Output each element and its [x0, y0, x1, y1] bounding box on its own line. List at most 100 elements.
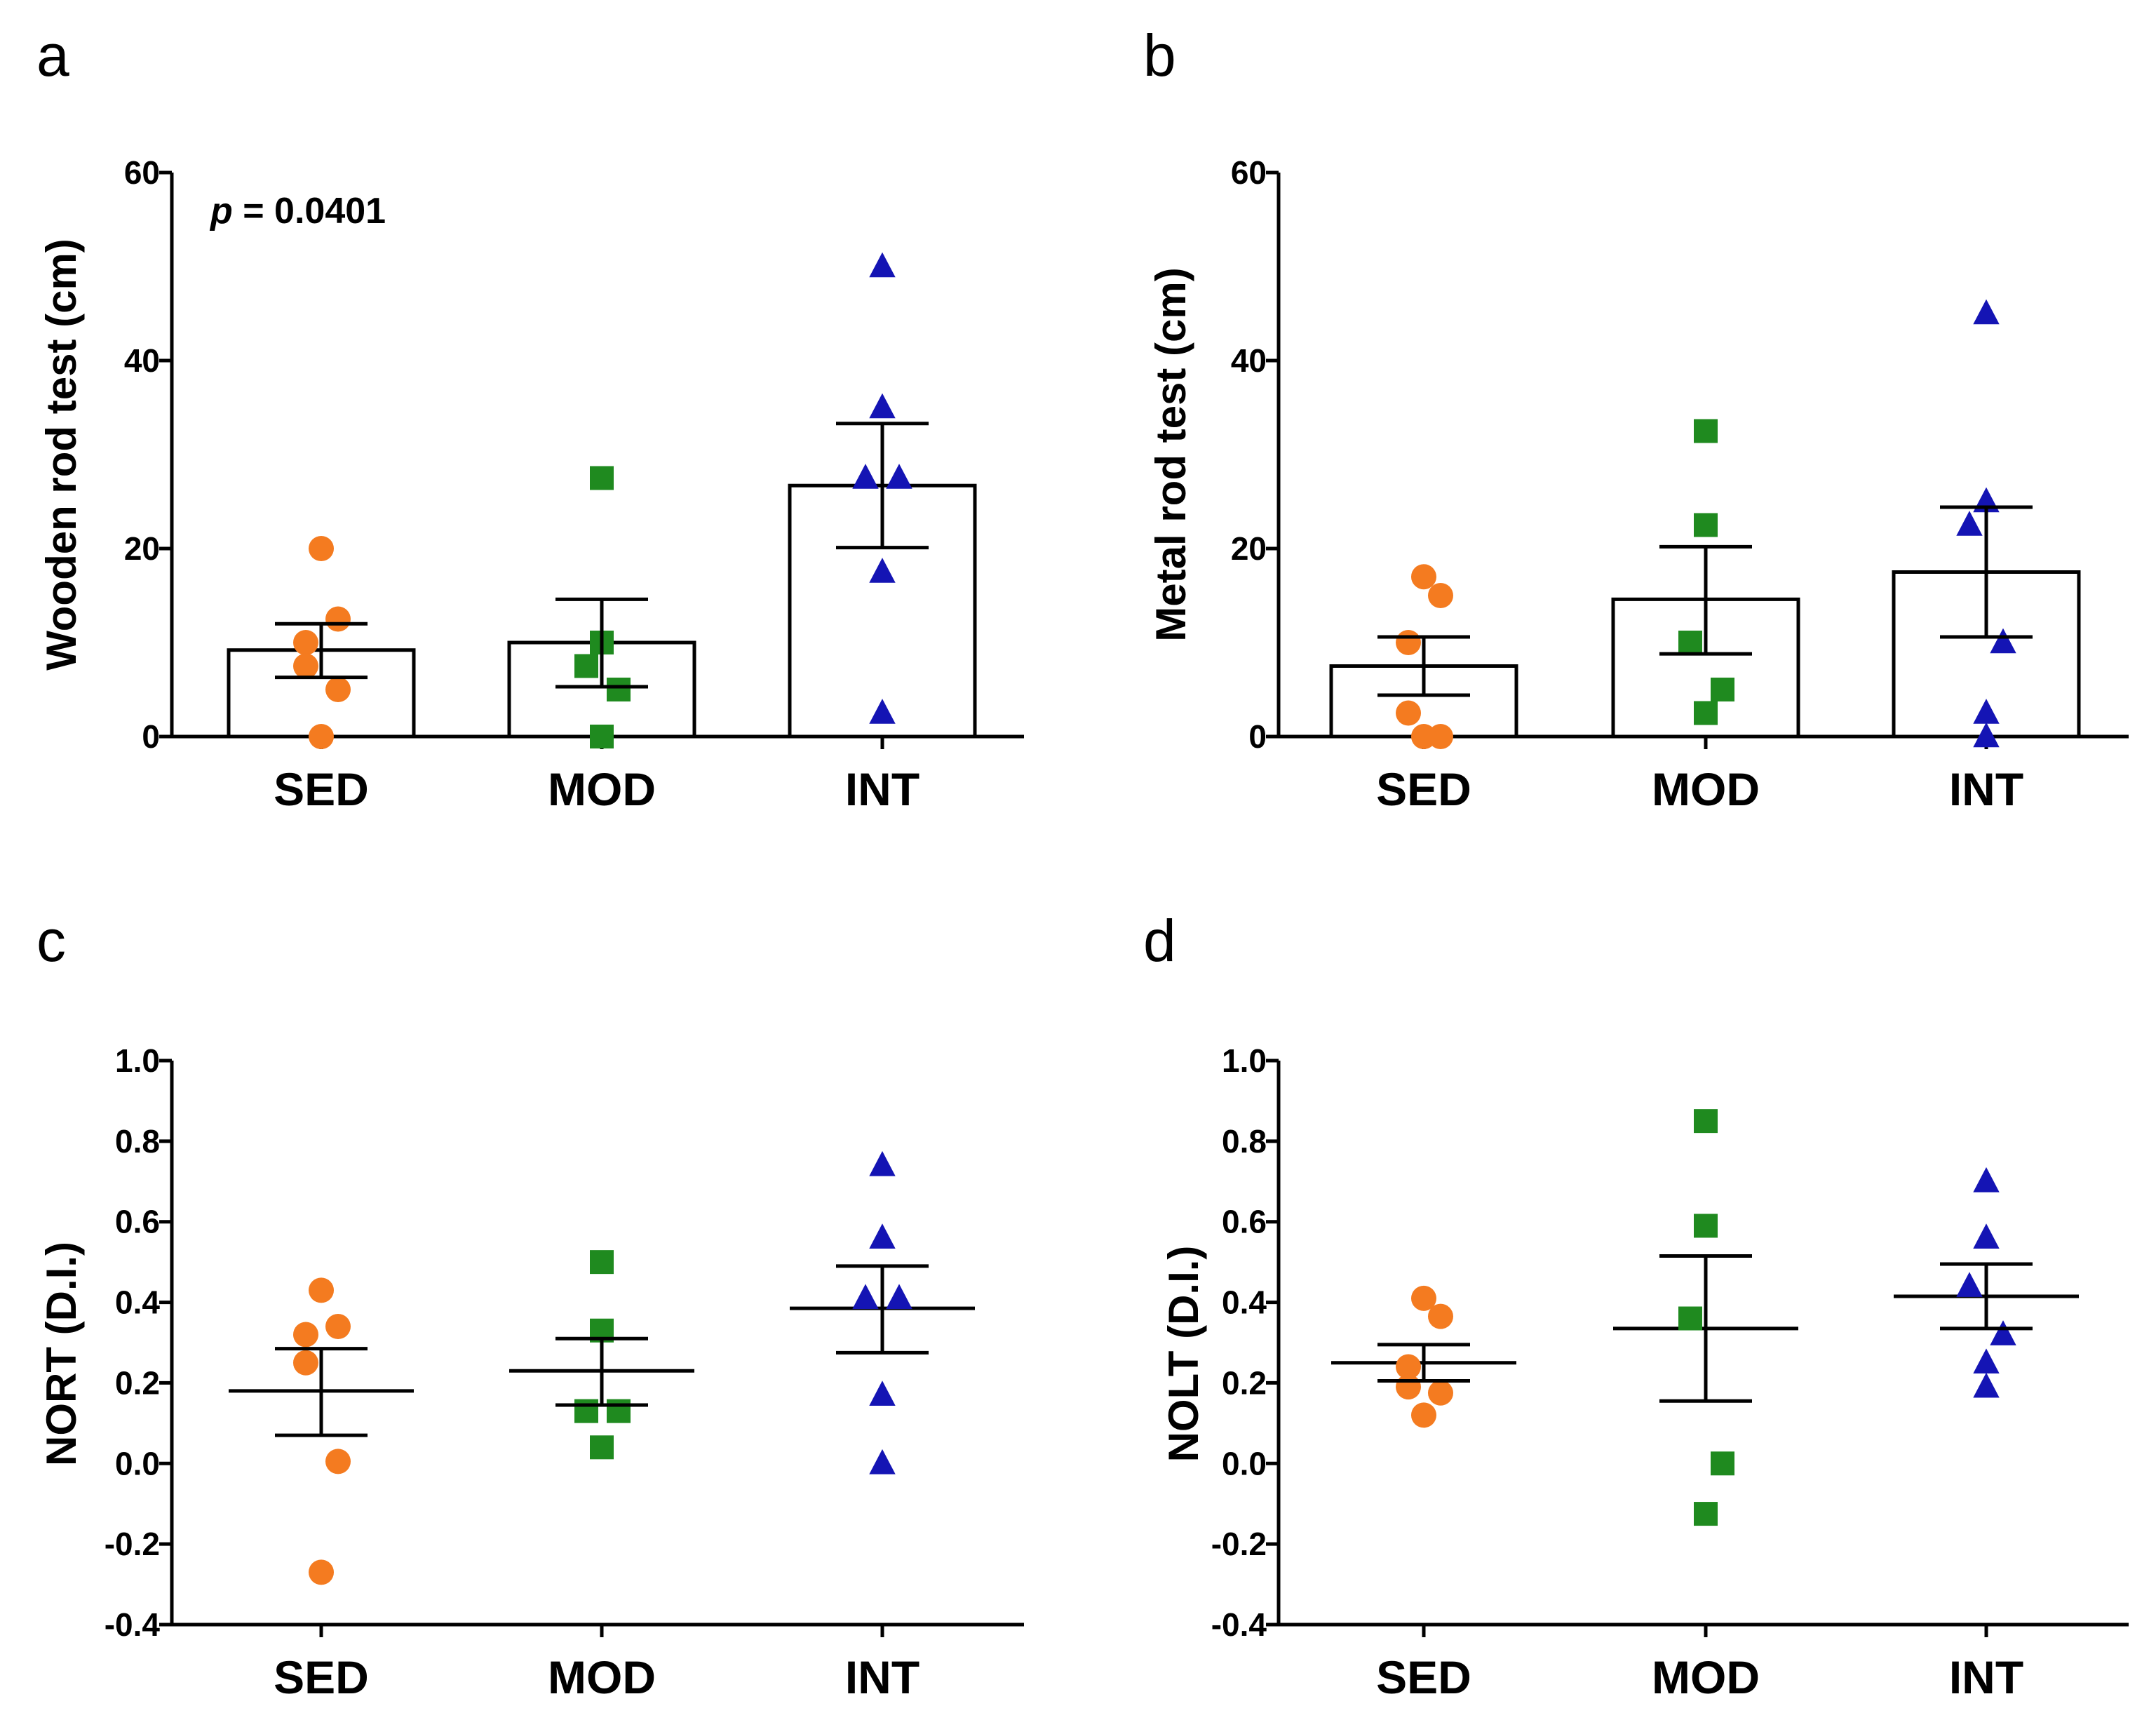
x-tick-label-sed: SED	[1376, 1651, 1471, 1703]
panel-a: a Wooden rod test (cm) p = 0.0401 0 20 40 6…	[36, 22, 1024, 815]
data-point-mod	[1694, 1214, 1718, 1238]
data-point-sed	[1428, 583, 1453, 608]
data-point-sed	[325, 1314, 351, 1340]
data-point-int	[869, 558, 896, 583]
y-axis-title-b: Metal rod test (cm)	[1147, 267, 1194, 641]
p-value-annotation: p = 0.0401	[209, 191, 386, 231]
x-tick-label-mod: MOD	[548, 763, 656, 815]
y-tick-label: 0	[142, 718, 160, 755]
data-point-mod	[1711, 1451, 1734, 1476]
data-point-sed	[1396, 630, 1421, 655]
panel-letter-d: d	[1143, 908, 1176, 974]
data-point-mod	[1694, 1502, 1718, 1526]
data-point-sed	[325, 606, 351, 632]
y-tick-label: 0.8	[1222, 1123, 1267, 1160]
data-point-mod	[590, 1250, 614, 1275]
y-tick-label: -0.4	[105, 1606, 161, 1643]
data-point-sed	[293, 1322, 318, 1348]
data-point-sed	[293, 630, 318, 655]
data-point-int	[869, 393, 896, 419]
data-point-int	[852, 464, 879, 489]
data-point-sed	[309, 1277, 334, 1303]
data-point-int	[869, 699, 896, 724]
data-point-sed	[1396, 700, 1421, 726]
y-tick-label: 0.4	[115, 1284, 160, 1321]
data-point-int	[886, 1284, 912, 1310]
y-axis-title-c: NORT (D.I.)	[38, 1242, 85, 1466]
data-point-int	[1990, 628, 2016, 654]
panel-b: b Metal rod test (cm) 0 20 40 60 SED MOD INT	[1143, 22, 2129, 815]
data-point-int	[886, 464, 912, 489]
y-tick-label: 0.0	[115, 1445, 160, 1482]
panel-d: d NOLT (D.I.) -0.4 -0.2 0.0 0.2 0.4 0.6 0.8 1.0…	[1143, 908, 2129, 1703]
y-tick-label: -0.4	[1211, 1606, 1267, 1643]
data-point-mod	[574, 654, 598, 678]
y-tick-label: 60	[124, 154, 160, 191]
y-tick-label: 1.0	[1222, 1042, 1267, 1079]
y-tick-label: 0.0	[1222, 1445, 1267, 1482]
data-point-mod	[1678, 1306, 1702, 1331]
x-tick-label-int: INT	[845, 1651, 919, 1703]
data-point-int	[869, 252, 896, 278]
x-tick-label-int: INT	[1949, 763, 2023, 815]
data-point-sed	[1396, 1374, 1421, 1400]
y-tick-label: 40	[124, 342, 160, 379]
data-point-mod	[590, 1435, 614, 1460]
data-point-mod	[607, 678, 631, 701]
y-tick-label: 60	[1231, 154, 1267, 191]
x-tick-label-mod: MOD	[1652, 763, 1760, 815]
panel-letter-c: c	[36, 908, 66, 974]
p-value: = 0.0401	[233, 191, 386, 231]
data-point-mod	[590, 725, 614, 748]
y-axis-title-d: NOLT (D.I.)	[1160, 1246, 1207, 1463]
data-point-int	[1973, 1348, 2000, 1374]
data-point-int	[1956, 511, 1983, 536]
panel-letter-a: a	[36, 22, 69, 88]
plot-area-c: -0.4 -0.2 0.0 0.2 0.4 0.6 0.8 1.0 SED MOD INT	[105, 1042, 1024, 1703]
data-point-sed	[1411, 1402, 1436, 1428]
x-tick-label-sed: SED	[274, 1651, 369, 1703]
data-point-int	[1973, 299, 2000, 325]
data-point-sed	[309, 724, 334, 749]
y-tick-label: 0.2	[1222, 1364, 1267, 1401]
p-symbol: p	[209, 191, 233, 231]
y-tick-label: 0.6	[1222, 1204, 1267, 1240]
y-tick-label: 40	[1231, 342, 1267, 379]
y-tick-label: 20	[1231, 530, 1267, 567]
data-point-mod	[607, 1399, 631, 1423]
y-tick-label: 1.0	[115, 1042, 160, 1079]
data-point-mod	[1694, 1109, 1718, 1134]
x-tick-label-sed: SED	[274, 763, 369, 815]
x-tick-label-int: INT	[845, 763, 919, 815]
y-tick-label: 20	[124, 530, 160, 567]
data-point-sed	[325, 677, 351, 702]
data-point-sed	[325, 1449, 351, 1474]
data-point-mod	[1711, 678, 1734, 701]
data-point-mod	[574, 1399, 598, 1423]
data-point-mod	[1694, 419, 1718, 443]
data-point-sed	[1411, 1285, 1436, 1311]
x-tick-label-int: INT	[1949, 1651, 2023, 1703]
x-tick-label-mod: MOD	[1652, 1651, 1760, 1703]
y-axis-title-a: Wooden rod test (cm)	[38, 238, 85, 671]
y-tick-label: -0.2	[105, 1526, 160, 1562]
data-point-sed	[1411, 564, 1436, 590]
data-point-sed	[1428, 1380, 1453, 1406]
plot-area-b: 0 20 40 60 SED MOD INT	[1231, 154, 2129, 815]
data-point-int	[1990, 1320, 2016, 1345]
data-point-int	[1973, 722, 2000, 748]
plot-area-a: 0 20 40 60 SED MOD INT	[124, 154, 1024, 815]
data-point-int	[869, 1150, 896, 1176]
data-point-sed	[1396, 1354, 1421, 1380]
data-point-mod	[1678, 631, 1702, 654]
data-point-sed	[309, 536, 334, 561]
panel-letter-b: b	[1143, 22, 1176, 88]
data-point-sed	[1428, 1303, 1453, 1329]
x-tick-label-mod: MOD	[548, 1651, 656, 1703]
data-point-int	[869, 1223, 896, 1249]
panel-c: c NORT (D.I.) -0.4 -0.2 0.0 0.2 0.4 0.6 0.8 1.0…	[36, 908, 1024, 1703]
data-point-int	[1973, 1167, 2000, 1192]
data-point-sed	[1411, 724, 1436, 749]
plot-area-d: -0.4 -0.2 0.0 0.2 0.4 0.6 0.8 1.0 SED MOD INT	[1211, 1042, 2129, 1703]
data-point-int	[1973, 1223, 2000, 1249]
